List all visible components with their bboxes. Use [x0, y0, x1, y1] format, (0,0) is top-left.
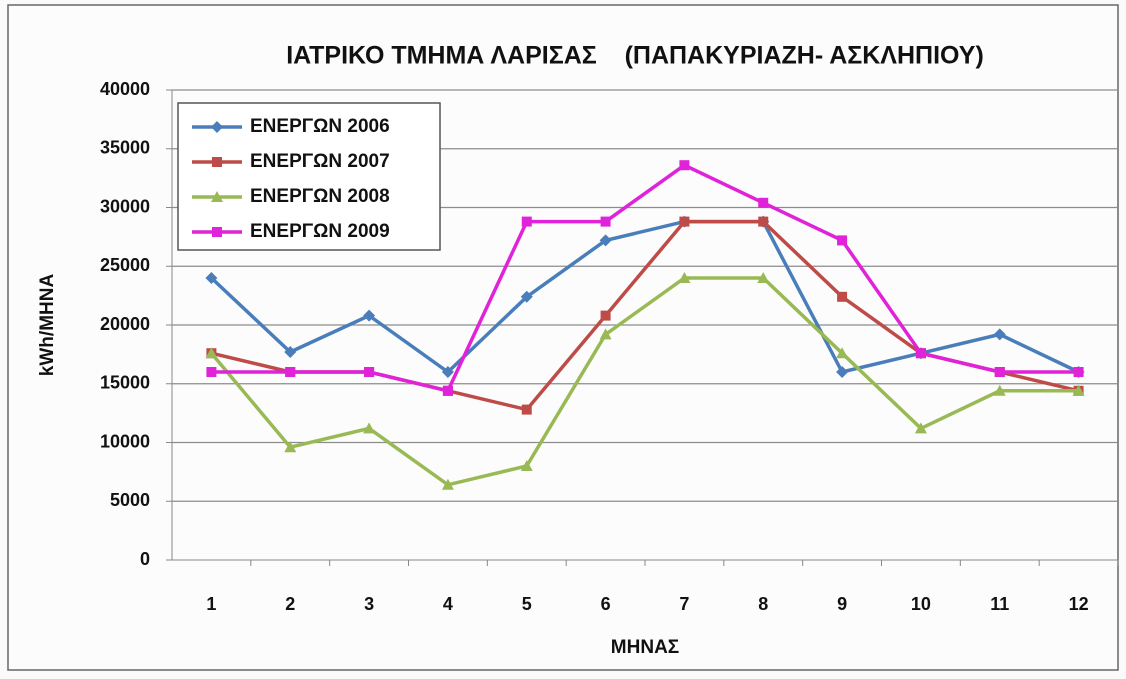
marker	[363, 422, 376, 434]
y-tick-label: 0	[140, 549, 150, 569]
chart-border	[7, 4, 1119, 671]
x-tick-label: 9	[837, 594, 847, 614]
x-tick-label: 8	[758, 594, 768, 614]
marker	[520, 290, 533, 303]
series-line	[210, 219, 1080, 375]
x-tick-label: 2	[285, 594, 295, 614]
legend-label: ΕΝΕΡΓΩΝ 2008	[250, 186, 390, 207]
marker	[679, 160, 690, 171]
marker	[993, 328, 1006, 341]
marker	[364, 367, 375, 377]
marker	[600, 216, 611, 227]
marker	[520, 460, 533, 471]
legend: ΕΝΕΡΓΩΝ 2006 ΕΝΕΡΓΩΝ 2007 ΕΝΕΡΓΩΝ 2008 ΕΝΕΡ…	[177, 102, 441, 251]
y-axis-label: kWh/ΜΗΝΑ	[37, 274, 58, 377]
marker	[915, 348, 926, 359]
marker	[914, 422, 927, 434]
marker	[1073, 367, 1084, 377]
marker	[757, 272, 770, 283]
x-tick-label: 11	[990, 594, 1009, 614]
marker	[441, 478, 454, 490]
marker	[758, 216, 769, 227]
x-tick-label: 10	[911, 594, 931, 614]
marker	[994, 367, 1005, 377]
marker	[1072, 384, 1085, 396]
marker	[442, 385, 453, 396]
marker	[211, 191, 223, 202]
y-tick-label: 25000	[100, 255, 150, 275]
series-line	[211, 163, 1079, 393]
marker	[599, 328, 612, 340]
x-tick-label: 3	[364, 594, 374, 614]
y-tick-label: 15000	[100, 373, 150, 393]
x-tick-label: 5	[522, 594, 532, 614]
marker	[521, 404, 532, 415]
marker	[679, 216, 690, 227]
legend-label: ΕΝΕΡΓΩΝ 2006	[250, 116, 390, 137]
x-tick-label: 7	[679, 594, 689, 614]
x-tick-label: 6	[601, 594, 611, 614]
marker	[521, 216, 532, 227]
marker	[212, 157, 222, 167]
marker	[205, 347, 218, 359]
y-tick-label: 30000	[100, 196, 150, 216]
marker	[206, 367, 217, 377]
x-tick-label: 1	[206, 594, 216, 614]
legend-label: ΕΝΕΡΓΩΝ 2009	[250, 221, 390, 242]
marker	[678, 272, 691, 283]
marker	[363, 309, 376, 322]
marker	[205, 272, 218, 284]
x-tick-label: 12	[1069, 594, 1089, 614]
y-tick-label: 10000	[100, 431, 150, 451]
marker	[758, 197, 769, 208]
marker	[993, 384, 1006, 396]
marker	[284, 346, 297, 359]
marker	[836, 366, 849, 378]
series-line	[210, 276, 1079, 487]
y-tick-label: 20000	[100, 314, 150, 334]
marker	[285, 367, 296, 377]
marker	[441, 366, 454, 378]
marker	[837, 291, 848, 302]
marker	[211, 121, 223, 133]
x-tick-label: 4	[443, 594, 453, 614]
marker	[284, 441, 297, 453]
x-axis-label: ΜΗΝΑΣ	[611, 637, 679, 658]
marker	[837, 235, 848, 246]
legend-label: ΕΝΕΡΓΩΝ 2007	[250, 151, 390, 172]
marker	[836, 347, 849, 359]
y-tick-label: 5000	[110, 490, 150, 510]
marker	[212, 227, 222, 237]
marker	[600, 310, 611, 321]
y-tick-label: 40000	[100, 79, 150, 99]
marker	[599, 234, 612, 247]
chart-title: ΙΑΤΡΙΚΟ ΤΜΗΜΑ ΛΑΡΙΣΑΣ (ΠΑΠΑΚΥΡΙΑΖΗ- ΑΣΚΛ…	[286, 42, 984, 70]
y-tick-label: 35000	[100, 138, 150, 158]
